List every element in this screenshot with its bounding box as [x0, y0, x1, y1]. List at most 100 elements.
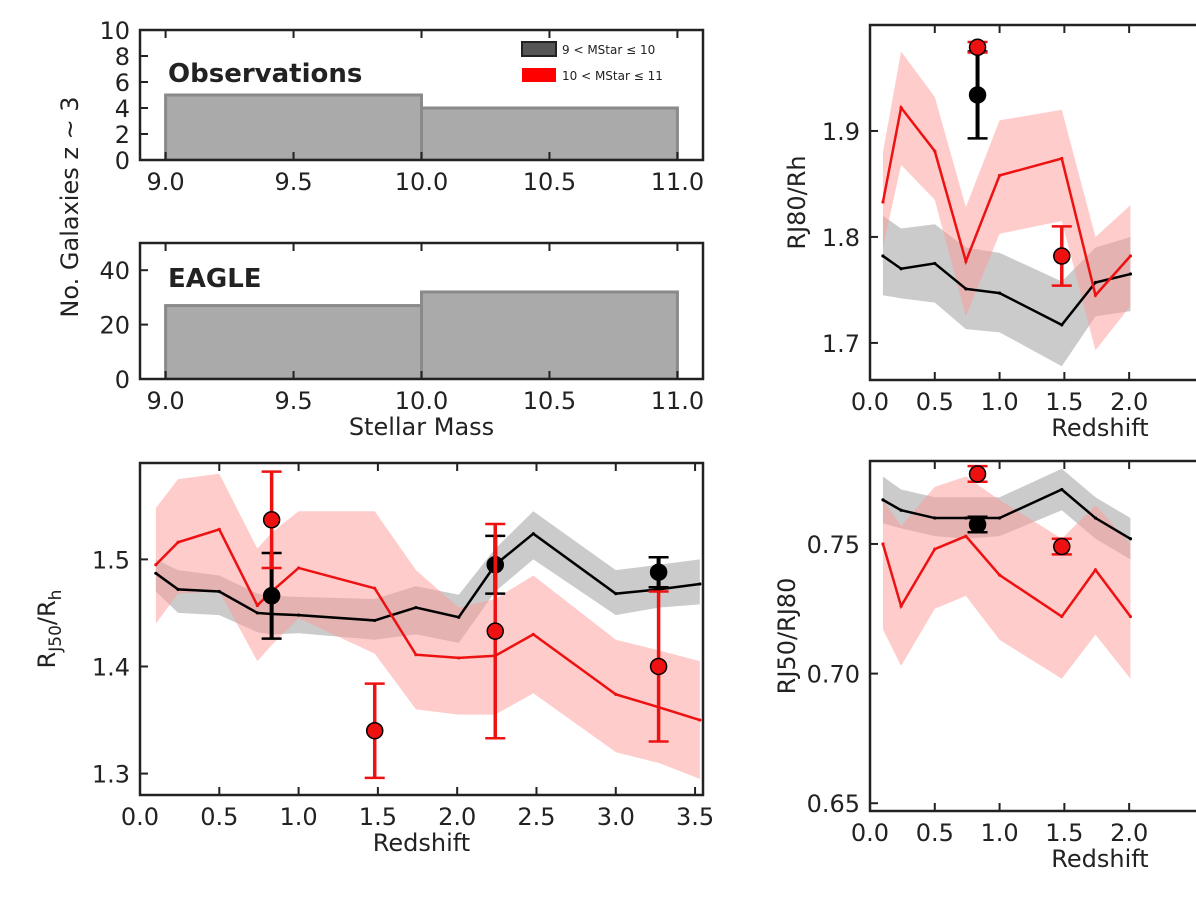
- x-tick-label: 0.5: [916, 388, 954, 416]
- series-point-1: [1093, 293, 1098, 297]
- x-tick-label: 9.5: [274, 168, 312, 196]
- legend-swatch-low-mass: [521, 41, 557, 57]
- y-tick-label: 2: [115, 121, 130, 149]
- y-axis-label-part: h: [46, 590, 66, 601]
- x-tick-label: 11.0: [651, 387, 704, 415]
- obs-point: [649, 657, 668, 676]
- series-band-0: [882, 215, 1131, 367]
- x-tick-label: 1.0: [980, 388, 1018, 416]
- histogram-bar: [164, 93, 423, 160]
- x-tick-label: 0.0: [121, 803, 159, 831]
- x-tick-label: 2.0: [1110, 388, 1148, 416]
- obs-point: [486, 622, 504, 640]
- y-tick-label: 1.3: [92, 761, 130, 789]
- series-point-0: [1093, 280, 1098, 285]
- panel-rj50-rj80: 0.0 0.5 1.0 1.5 2.0 0.65 0.70 0.75 Redshift RJ50/…: [773, 459, 1196, 873]
- series-point-1: [997, 573, 1002, 577]
- plot-area: [164, 93, 679, 160]
- panel-rj50-rh: 0.0 0.5 1.0 1.5 2.0 2.5 3.0 3.51.31.41.5Redshif…: [33, 461, 714, 857]
- x-tick-label: 11.0: [651, 168, 704, 196]
- series-point-0: [881, 498, 885, 502]
- series-point-1: [899, 604, 903, 608]
- series-line-1: [154, 527, 701, 722]
- panel-title: Observations: [168, 59, 362, 89]
- series-point-1: [614, 692, 618, 696]
- x-tick-label: 0.5: [916, 819, 954, 847]
- y-tick-label: 0.70: [807, 661, 860, 689]
- panel-eagle-histogram: EAGLE 9.0 9.5 10.0 10.5 11.0 0 20 40 Stellar Mass: [99, 241, 705, 441]
- series-point-0: [1128, 272, 1133, 276]
- series-point-0: [414, 605, 418, 610]
- x-tick-label: 10.0: [395, 387, 448, 415]
- series-line-0: [155, 532, 700, 622]
- x-tick-label: 10.0: [395, 168, 448, 196]
- axes-frame: [868, 23, 1196, 382]
- y-tick-label: 0: [115, 147, 130, 175]
- series-point-0: [899, 267, 903, 271]
- series-point-1: [217, 527, 221, 532]
- x-axis-label: Redshift: [373, 829, 470, 857]
- series-point-0: [997, 516, 1002, 520]
- series-point-1: [1128, 254, 1133, 258]
- x-axis-label: Stellar Mass: [349, 413, 494, 441]
- series-point-0: [656, 587, 661, 591]
- x-tick-label: 9.0: [147, 168, 185, 196]
- y-tick-label: 8: [115, 43, 130, 71]
- series-point-1: [933, 547, 937, 551]
- series-point-0: [457, 615, 461, 619]
- series-point-0: [899, 508, 903, 512]
- series-line-0: [882, 254, 1131, 327]
- obs-point: [1053, 537, 1071, 556]
- x-tick-label: 0.5: [200, 803, 238, 831]
- series-line-1: [881, 104, 1132, 298]
- series-point-1: [881, 542, 885, 546]
- series-band-1: [155, 473, 700, 779]
- y-tick-label: 1.4: [92, 653, 130, 681]
- series-point-1: [373, 586, 377, 590]
- plot-area: [881, 38, 1133, 367]
- obs-point: [649, 563, 668, 581]
- series-band-1: [882, 476, 1131, 679]
- legend-label-high-mass: 10 < MStar ≤ 11: [562, 69, 663, 83]
- x-tick-label: 1.0: [280, 803, 318, 831]
- series-point-1: [414, 653, 418, 657]
- series-point-0: [373, 618, 377, 623]
- x-tick-label: 1.5: [1045, 819, 1083, 847]
- series-point-1: [255, 603, 259, 608]
- y-tick-label: 1.5: [92, 546, 130, 574]
- series-point-1: [1060, 156, 1064, 161]
- series-point-0: [1060, 487, 1064, 492]
- x-tick-label: 1.5: [1045, 388, 1083, 416]
- plot-area: [881, 464, 1133, 679]
- y-axis-label: RJ80/Rh: [783, 155, 811, 249]
- legend-label-low-mass: 9 < MStar ≤ 10: [562, 43, 655, 57]
- histogram-bar: [164, 304, 423, 379]
- y-tick-label: 0.65: [807, 790, 860, 818]
- y-tick-label: 6: [115, 69, 130, 97]
- y-tick-label: 0: [115, 366, 130, 394]
- obs-point: [262, 511, 281, 529]
- x-axis-label: Redshift: [1051, 845, 1148, 873]
- histogram-bar: [420, 106, 679, 160]
- legend: 9 < MStar ≤ 10 10 < MStar ≤ 11: [521, 41, 663, 83]
- x-tick-label: 1.0: [980, 819, 1018, 847]
- series-point-0: [614, 592, 618, 596]
- series-point-1: [457, 656, 461, 660]
- obs-point: [968, 86, 987, 104]
- obs-point: [262, 587, 281, 605]
- y-tick-label: 10: [99, 17, 130, 45]
- series-point-1: [154, 563, 158, 567]
- x-tick-label: 2.5: [517, 803, 555, 831]
- y-tick-label: 40: [99, 257, 130, 285]
- y-tick-label: 20: [99, 312, 130, 340]
- axes-frame: [868, 459, 1196, 813]
- x-tick-label: 0.0: [851, 819, 889, 847]
- series-point-0: [296, 613, 301, 617]
- series-point-0: [154, 571, 158, 575]
- plot-area: [154, 470, 702, 780]
- legend-swatch-high-mass: [522, 68, 556, 82]
- panel-rj80-rh: 0.0 0.5 1.0 1.5 2.0 1.7 1.8 1.9 Redshift RJ80/Rh: [783, 23, 1196, 442]
- series-point-1: [531, 632, 535, 636]
